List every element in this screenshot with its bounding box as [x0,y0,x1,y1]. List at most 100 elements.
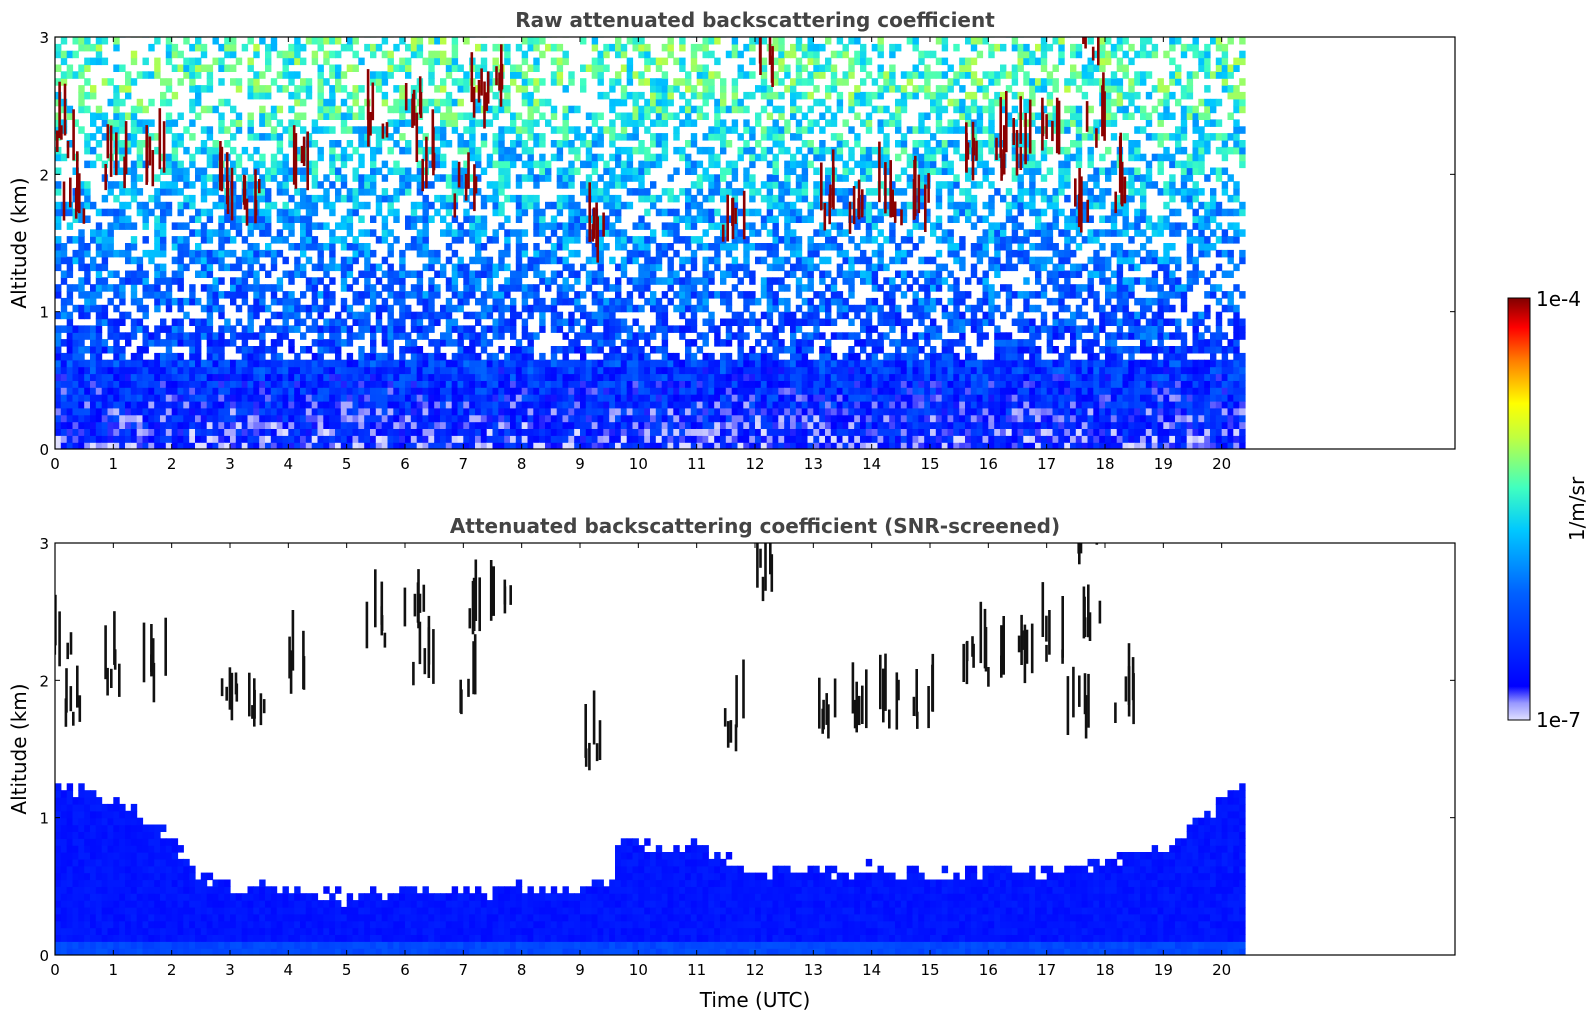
heatmap-cell [189,442,196,449]
heatmap-cell [650,359,657,368]
heatmap-cell [527,263,534,272]
heatmap-cell [702,112,709,120]
heatmap-cell [60,325,68,333]
heatmap-cell [515,85,523,93]
heatmap-cell [148,394,155,402]
heatmap-cell [206,352,214,361]
heatmap-cell [270,394,278,402]
heatmap-cell [154,387,161,395]
heatmap-cell [661,188,669,196]
heatmap-cell [731,78,739,86]
heatmap-cell [568,325,575,333]
heatmap-cell [667,359,674,368]
heatmap-cell [667,270,674,278]
heatmap-cell [119,277,126,285]
heatmap-cell [428,325,435,333]
heatmap-cell [101,37,109,45]
heatmap-cell [533,140,540,148]
heatmap-cell [84,249,91,258]
heatmap-cell [381,98,389,107]
heatmap-cell [113,215,120,223]
heatmap-cell [253,380,260,388]
heatmap-cell [282,442,289,449]
heatmap-cell [113,222,120,230]
heatmap-cell [440,194,447,203]
heatmap-cell [416,297,424,306]
heatmap-cell [632,346,639,354]
heatmap-cell [708,146,715,155]
heatmap-cell [66,421,74,429]
heatmap-cell [171,43,179,52]
heatmap-cell [451,249,459,258]
heatmap-cell [667,442,674,449]
heatmap-cell [300,188,307,196]
heatmap-cell [504,126,511,134]
heatmap-cell [772,91,779,100]
heatmap-cell [212,400,219,409]
heatmap-cell [568,249,575,258]
heatmap-cell [265,304,272,313]
heatmap-cell [212,256,219,265]
heatmap-cell [393,43,400,52]
heatmap-cell [550,414,558,423]
heatmap-cell [498,325,505,333]
heatmap-cell [655,380,663,388]
heatmap-cell [370,325,377,333]
heatmap-cell [381,380,389,388]
heatmap-cell [358,414,365,423]
heatmap-cell [708,243,715,251]
heatmap-cell [609,339,616,347]
heatmap-cell [317,394,324,402]
heatmap-cell [346,284,354,292]
heatmap-cell [230,236,237,244]
heatmap-cell [189,380,196,388]
heatmap-cell [410,394,418,402]
heatmap-cell [498,394,505,402]
heatmap-cell [434,50,441,59]
heatmap-cell [253,442,260,449]
heatmap-cell [200,284,208,292]
heatmap-cell [527,91,534,100]
heatmap-cell [685,339,692,347]
heatmap-cell [702,400,709,409]
heatmap-cell [574,222,581,230]
heatmap-cell [142,105,149,114]
heatmap-cell [475,311,482,320]
heatmap-cell [638,359,645,368]
heatmap-cell [95,339,103,347]
heatmap-cell [393,387,400,395]
heatmap-cell [445,394,453,402]
heatmap-cell [731,435,739,443]
heatmap-cell [708,50,715,59]
heatmap-cell [562,359,569,368]
heatmap-cell [177,318,184,326]
heatmap-cell [755,373,762,381]
heatmap-cell [259,373,266,381]
heatmap-cell [644,428,651,436]
heatmap-cell [160,442,167,449]
heatmap-cell [778,394,785,402]
heatmap-cell [154,297,161,306]
heatmap-cell [766,188,774,196]
heatmap-cell [562,140,569,148]
heatmap-cell [340,325,348,333]
heatmap-cell [200,50,208,59]
heatmap-cell [142,428,149,436]
heatmap-cell [90,339,97,347]
heatmap-cell [725,400,733,409]
heatmap-cell [78,284,85,292]
heatmap-cell [603,277,610,285]
heatmap-cell [451,304,459,313]
heatmap-cell [101,78,109,86]
heatmap-cell [130,380,138,388]
heatmap-cell [685,380,692,388]
heatmap-cell [60,78,68,86]
heatmap-cell [119,414,126,423]
heatmap-cell [597,380,604,388]
heatmap-cell [125,339,132,347]
heatmap-cell [480,414,488,423]
heatmap-cell [323,435,330,443]
heatmap-cell [632,366,639,375]
heatmap-cell [399,249,406,258]
heatmap-cell [364,352,371,361]
